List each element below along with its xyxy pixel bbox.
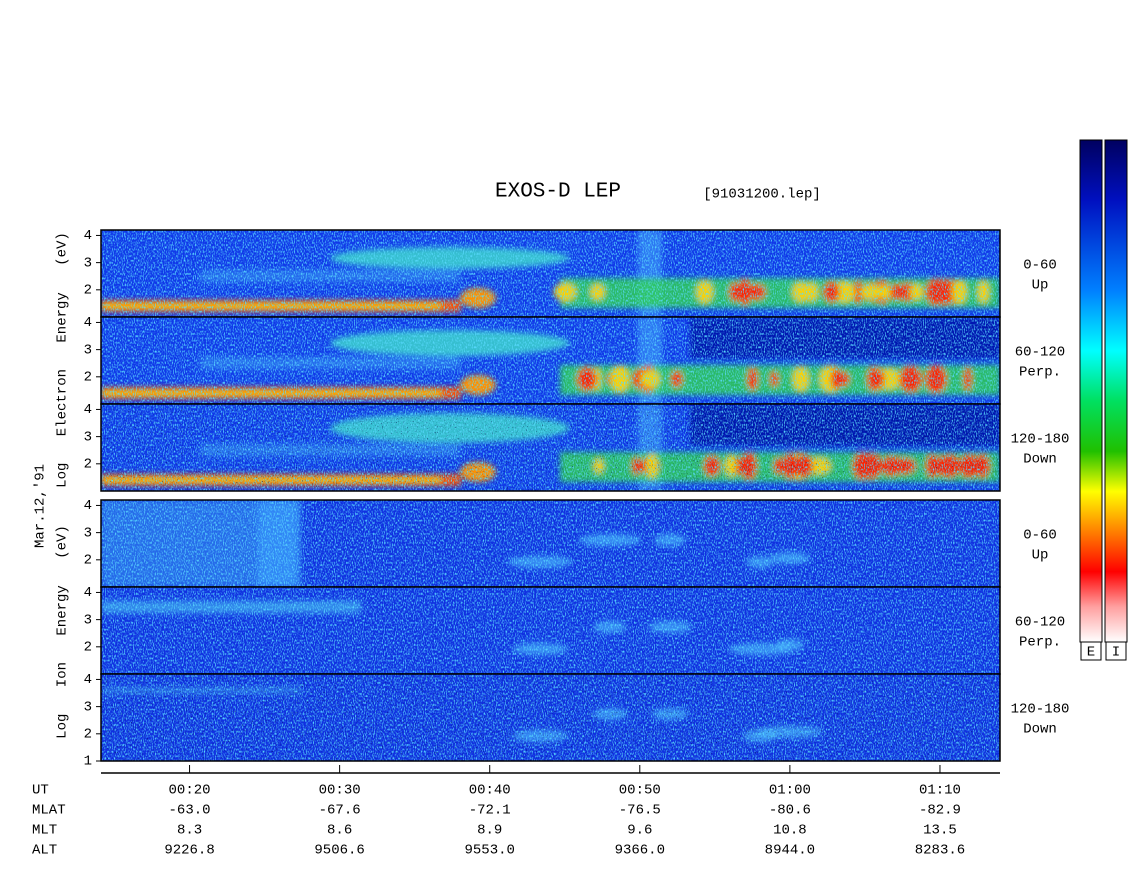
y-tick-label: 2 xyxy=(84,553,92,569)
noise xyxy=(101,317,1000,404)
row-value: -63.0 xyxy=(169,803,211,819)
y-tick-label: 3 xyxy=(84,525,92,541)
colorbar-label-box xyxy=(1080,641,1102,661)
colorbar-label: E xyxy=(1087,645,1095,661)
row-label: MLAT xyxy=(32,803,66,819)
y-tick-label: 3 xyxy=(84,255,92,271)
direction-label: Up xyxy=(1032,548,1049,564)
row-value: -80.6 xyxy=(769,803,811,819)
row-value: 9366.0 xyxy=(615,843,665,859)
title: EXOS-D LEP xyxy=(495,181,621,204)
angle-label: 60-120 xyxy=(1015,345,1065,361)
x-tick-label: 00:30 xyxy=(319,783,361,799)
y-tick-label: 2 xyxy=(84,370,92,386)
direction-label: Down xyxy=(1023,452,1057,468)
y-tick-label: 4 xyxy=(84,402,92,418)
y-tick-label: 3 xyxy=(84,429,92,445)
y-tick-label: 2 xyxy=(84,457,92,473)
row-value: 8283.6 xyxy=(915,843,965,859)
x-tick-label: 00:40 xyxy=(469,783,511,799)
row-value: -82.9 xyxy=(919,803,961,819)
row-label: UT xyxy=(32,783,49,799)
spectrogram xyxy=(101,230,1000,317)
noise xyxy=(101,230,1000,317)
x-tick-label: 00:20 xyxy=(169,783,211,799)
row-value: -67.6 xyxy=(319,803,361,819)
x-tick-label: 01:00 xyxy=(769,783,811,799)
row-value: 8944.0 xyxy=(765,843,815,859)
row-value: 9.6 xyxy=(627,823,652,839)
row-value: 8.6 xyxy=(327,823,352,839)
frame xyxy=(100,673,1001,762)
angle-label: 60-120 xyxy=(1015,615,1065,631)
y-tick-label: 1 xyxy=(84,754,92,770)
y-tick-label: 4 xyxy=(84,585,92,601)
row-value: 8.9 xyxy=(477,823,502,839)
row-label: MLT xyxy=(32,823,57,839)
y-tick-label: 3 xyxy=(84,699,92,715)
angle-label: 120-180 xyxy=(1011,702,1070,718)
row-value: -76.5 xyxy=(619,803,661,819)
file-name: [91031200.lep] xyxy=(703,187,821,203)
spectrogram xyxy=(101,404,1000,491)
colorbar-label: I xyxy=(1112,645,1120,661)
y-tick-label: 2 xyxy=(84,283,92,299)
row-value: 9506.6 xyxy=(314,843,364,859)
noise xyxy=(101,500,1000,587)
row-value: 8.3 xyxy=(177,823,202,839)
y-tick-label: 4 xyxy=(84,315,92,331)
y-tick-label: 4 xyxy=(84,228,92,244)
direction-label: Perp. xyxy=(1019,365,1061,381)
y-tick-label: 3 xyxy=(84,342,92,358)
y-tick-label: 4 xyxy=(84,672,92,688)
y-tick-label: 2 xyxy=(84,640,92,656)
colorbar-label-box xyxy=(1105,641,1127,661)
y-tick-label: 4 xyxy=(84,498,92,514)
date: Mar.12,'91 xyxy=(33,464,49,548)
row-value: 10.8 xyxy=(773,823,807,839)
spectrogram xyxy=(101,674,1000,761)
noise xyxy=(101,587,1000,674)
x-tick-label: 01:10 xyxy=(919,783,961,799)
dropouts xyxy=(101,674,1000,761)
x-tick-label: 00:50 xyxy=(619,783,661,799)
frame xyxy=(100,403,1001,492)
spectrogram xyxy=(101,317,1000,404)
electron-axis-label: Log Electron Energy (eV) xyxy=(55,232,71,488)
row-value: -72.1 xyxy=(469,803,511,819)
direction-label: Up xyxy=(1032,278,1049,294)
y-tick-label: 2 xyxy=(84,727,92,743)
dropouts xyxy=(101,404,1000,491)
spectrogram xyxy=(101,500,1000,587)
angle-label: 0-60 xyxy=(1023,528,1057,544)
colorbar-i xyxy=(1104,139,1128,643)
y-tick-label: 3 xyxy=(84,612,92,628)
direction-label: Perp. xyxy=(1019,635,1061,651)
direction-label: Down xyxy=(1023,722,1057,738)
row-label: ALT xyxy=(32,843,57,859)
ion-axis-label: Log Ion Energy (eV) xyxy=(55,525,71,739)
row-value: 9553.0 xyxy=(465,843,515,859)
angle-label: 0-60 xyxy=(1023,258,1057,274)
row-value: 9226.8 xyxy=(164,843,214,859)
colorbar-e xyxy=(1079,139,1103,643)
spectrogram xyxy=(101,587,1000,674)
row-value: 13.5 xyxy=(923,823,957,839)
angle-label: 120-180 xyxy=(1011,432,1070,448)
